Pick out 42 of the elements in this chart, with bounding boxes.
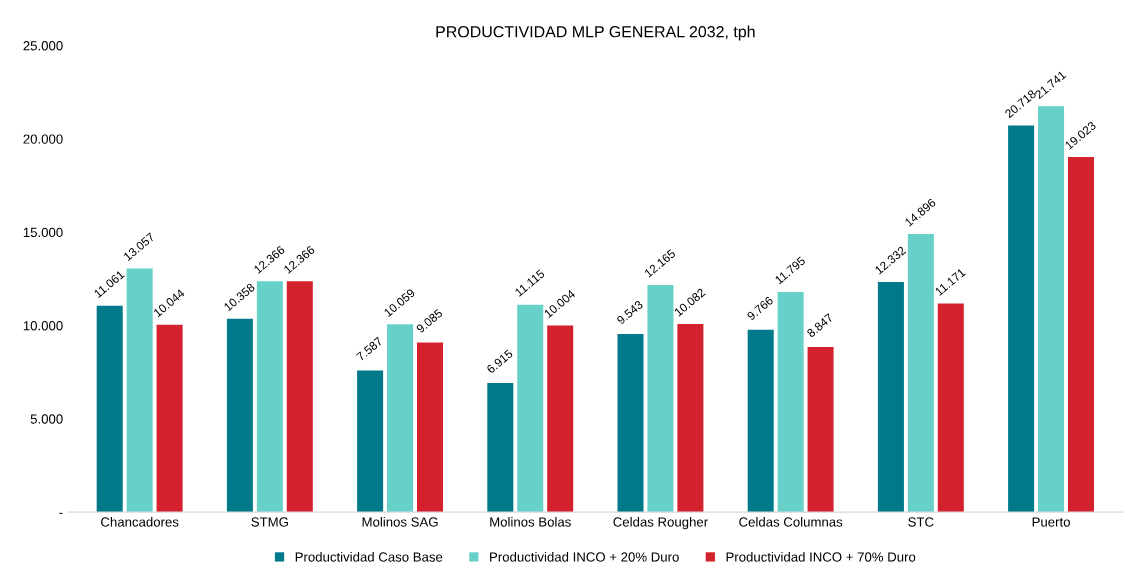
legend-label: Productividad Caso Base: [295, 551, 443, 562]
bar: [387, 324, 414, 513]
x-tick-label: Celdas Rougher: [613, 516, 708, 530]
bar: [907, 234, 934, 513]
bar: [1067, 157, 1095, 513]
y-tick-label: 20.000: [23, 134, 63, 144]
bar: [647, 285, 674, 513]
bar: [487, 383, 514, 513]
x-tick-label: Molinos Bolas: [490, 516, 571, 527]
chart-title: PRODUCTIVIDAD MLP GENERAL 2032, tph: [436, 25, 755, 41]
bar: [1008, 125, 1035, 513]
bar: [416, 342, 444, 513]
x-tick-label: Puerto: [1032, 517, 1070, 527]
bar: [256, 281, 283, 513]
legend-label: Productividad INCO + 20% Duro: [490, 551, 679, 562]
y-tick-label: 25.000: [23, 41, 63, 51]
bar: [877, 281, 904, 513]
y-tick-label: 10.000: [23, 321, 63, 331]
bar: [1038, 106, 1065, 513]
bar: [357, 370, 384, 513]
bar: [777, 291, 804, 513]
y-tick-label: -: [59, 512, 63, 514]
y-tick-label: 5.000: [30, 414, 63, 424]
bar: [547, 325, 574, 513]
x-tick-label: STC: [908, 517, 934, 527]
bar: [747, 329, 774, 513]
bar: [286, 281, 313, 513]
x-tick-label: STMG: [251, 517, 288, 527]
bar: [517, 304, 544, 513]
legend-label: Productividad INCO + 70% Duro: [726, 551, 916, 562]
bar: [96, 305, 123, 513]
x-tick-label: Chancadores: [101, 516, 179, 527]
x-tick-label: Molinos SAG: [362, 516, 438, 527]
bar: [677, 323, 704, 513]
bar: [226, 318, 253, 513]
bar: [937, 303, 964, 513]
bar: [807, 346, 834, 513]
bar: [156, 324, 183, 513]
y-tick-label: 15.000: [23, 227, 63, 238]
bar: [617, 334, 644, 513]
bar: [126, 268, 153, 513]
x-tick-label: Celdas Columnas: [739, 516, 843, 527]
